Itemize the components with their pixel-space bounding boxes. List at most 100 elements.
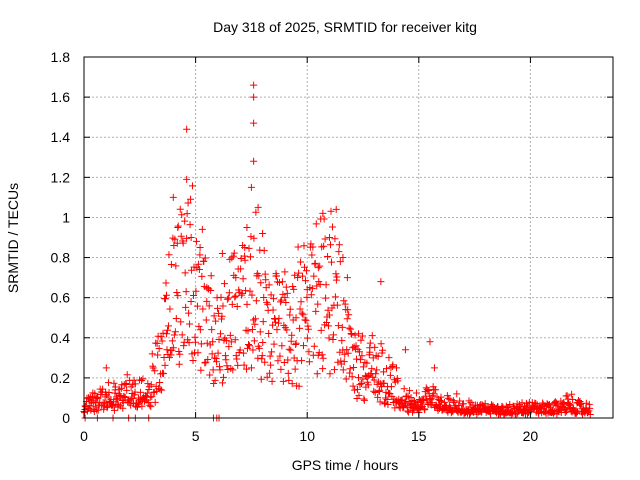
data-point <box>573 409 581 417</box>
data-point <box>340 297 348 305</box>
data-point <box>374 352 382 360</box>
data-point <box>400 403 408 411</box>
data-point <box>170 331 178 339</box>
data-point <box>256 328 264 336</box>
data-point <box>183 210 191 218</box>
data-point <box>182 288 190 296</box>
data-point <box>359 363 367 371</box>
y-axis-label: SRMTID / TECUs <box>5 183 21 293</box>
data-point <box>298 357 306 365</box>
data-point <box>281 294 289 302</box>
data-point <box>179 239 187 247</box>
data-point <box>344 349 352 357</box>
data-point <box>217 293 225 301</box>
data-point <box>440 398 448 406</box>
data-point <box>206 371 214 379</box>
data-point <box>278 342 286 350</box>
data-point <box>232 274 240 282</box>
data-point <box>524 401 532 409</box>
data-point <box>242 287 250 295</box>
data-point <box>381 400 389 408</box>
data-point <box>320 215 328 223</box>
data-point <box>245 341 253 349</box>
data-point <box>163 326 171 334</box>
data-point <box>143 389 151 397</box>
data-point <box>158 337 166 345</box>
data-point <box>421 406 429 414</box>
data-point <box>273 326 281 334</box>
data-point <box>198 272 206 280</box>
data-point <box>147 381 155 389</box>
data-point <box>162 291 170 299</box>
data-point <box>272 318 280 326</box>
data-point <box>357 379 365 387</box>
data-point <box>426 338 434 346</box>
data-point <box>234 361 242 369</box>
data-point <box>137 376 145 384</box>
data-point <box>412 389 420 397</box>
data-point <box>400 385 408 393</box>
data-point <box>319 209 327 217</box>
data-point <box>406 387 414 395</box>
y-tick-label: 1.2 <box>51 169 71 185</box>
data-point <box>303 334 311 342</box>
x-axis-label: GPS time / hours <box>292 457 399 473</box>
data-point <box>266 369 274 377</box>
data-point <box>430 364 438 372</box>
data-point <box>314 300 322 308</box>
data-point <box>403 393 411 401</box>
data-point <box>113 396 121 404</box>
data-point <box>177 318 185 326</box>
data-point <box>456 397 464 405</box>
data-point <box>195 265 203 273</box>
data-point <box>190 263 198 271</box>
data-point <box>177 232 185 240</box>
data-point <box>155 384 163 392</box>
data-point <box>314 264 322 272</box>
data-point <box>303 293 311 301</box>
data-point <box>151 367 159 375</box>
data-point <box>176 205 184 213</box>
data-point <box>154 351 162 359</box>
data-point <box>299 272 307 280</box>
data-point <box>276 298 284 306</box>
data-point <box>136 388 144 396</box>
axis-ticks: 0 5 10 15 20 0 0.2 0.4 0.6 0.8 1 1.2 1.4 1.6 1.8 <box>51 49 613 444</box>
grid-lines <box>84 57 613 418</box>
data-point <box>138 402 146 410</box>
data-point <box>153 339 161 347</box>
x-tick-label: 15 <box>411 428 427 444</box>
data-point <box>171 328 179 336</box>
data-point <box>232 292 240 300</box>
data-point <box>110 406 118 414</box>
data-point <box>178 331 186 339</box>
data-point <box>203 297 211 305</box>
data-points <box>80 81 594 422</box>
data-point <box>343 315 351 323</box>
data-point <box>348 330 356 338</box>
data-point <box>123 371 131 379</box>
data-point <box>549 409 557 417</box>
data-point <box>249 346 257 354</box>
data-point <box>203 339 211 347</box>
data-point <box>296 324 304 332</box>
data-point <box>159 329 167 337</box>
data-point <box>236 346 244 354</box>
y-tick-label: 0.4 <box>51 330 71 346</box>
data-point <box>102 399 110 407</box>
data-point <box>243 223 251 231</box>
data-point <box>209 366 217 374</box>
data-point <box>321 235 329 243</box>
data-point <box>99 385 107 393</box>
data-point <box>200 257 208 265</box>
data-point <box>345 324 353 332</box>
data-point <box>227 338 235 346</box>
data-point <box>373 366 381 374</box>
data-point <box>247 364 255 372</box>
data-point <box>199 305 207 313</box>
data-point <box>302 316 310 324</box>
chart-title: Day 318 of 2025, SRMTID for receiver kit… <box>213 19 477 35</box>
data-point <box>184 199 192 207</box>
data-point <box>326 234 334 241</box>
data-point <box>165 251 173 259</box>
